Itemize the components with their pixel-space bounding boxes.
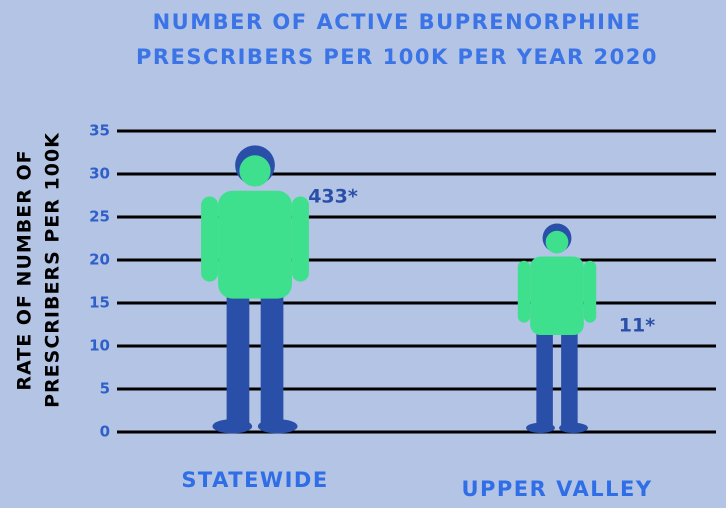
head: [546, 231, 569, 254]
leg: [227, 290, 250, 423]
arm: [518, 261, 530, 323]
x-tick-label: STATEWIDE: [181, 468, 328, 492]
y-axis-label: PRESCRIBERS PER 100K: [42, 132, 64, 408]
y-tick-label: 25: [89, 208, 110, 226]
chart: NUMBER OF ACTIVE BUPRENORPHINE PRESCRIBE…: [0, 0, 726, 508]
arm: [201, 196, 218, 281]
head: [239, 155, 270, 186]
y-tick-label: 15: [89, 294, 110, 312]
shoe: [559, 423, 588, 433]
y-tick-label: 30: [89, 165, 110, 183]
annotation: 433*: [308, 186, 358, 208]
y-tick-label: 10: [89, 337, 110, 355]
leg: [536, 329, 553, 426]
person-figure: [518, 224, 596, 433]
y-tick-label: 20: [89, 251, 110, 269]
y-tick-label: 5: [100, 380, 110, 398]
chart-title: PRESCRIBERS PER 100K PER YEAR 2020: [136, 45, 658, 69]
shoe: [258, 419, 298, 433]
chart-title: NUMBER OF ACTIVE BUPRENORPHINE: [153, 10, 642, 34]
arm: [292, 196, 309, 281]
y-tick-label: 35: [89, 122, 110, 140]
torso: [218, 191, 292, 299]
torso: [530, 257, 584, 335]
shoe: [212, 419, 252, 433]
annotation: 11*: [619, 315, 655, 337]
shoe: [526, 423, 555, 433]
y-axis-label: RATE OF NUMBER OF: [14, 149, 36, 390]
leg: [561, 329, 578, 426]
arm: [584, 261, 596, 323]
y-tick-label: 0: [100, 423, 110, 441]
leg: [261, 290, 284, 423]
x-tick-label: UPPER VALLEY: [461, 477, 652, 501]
